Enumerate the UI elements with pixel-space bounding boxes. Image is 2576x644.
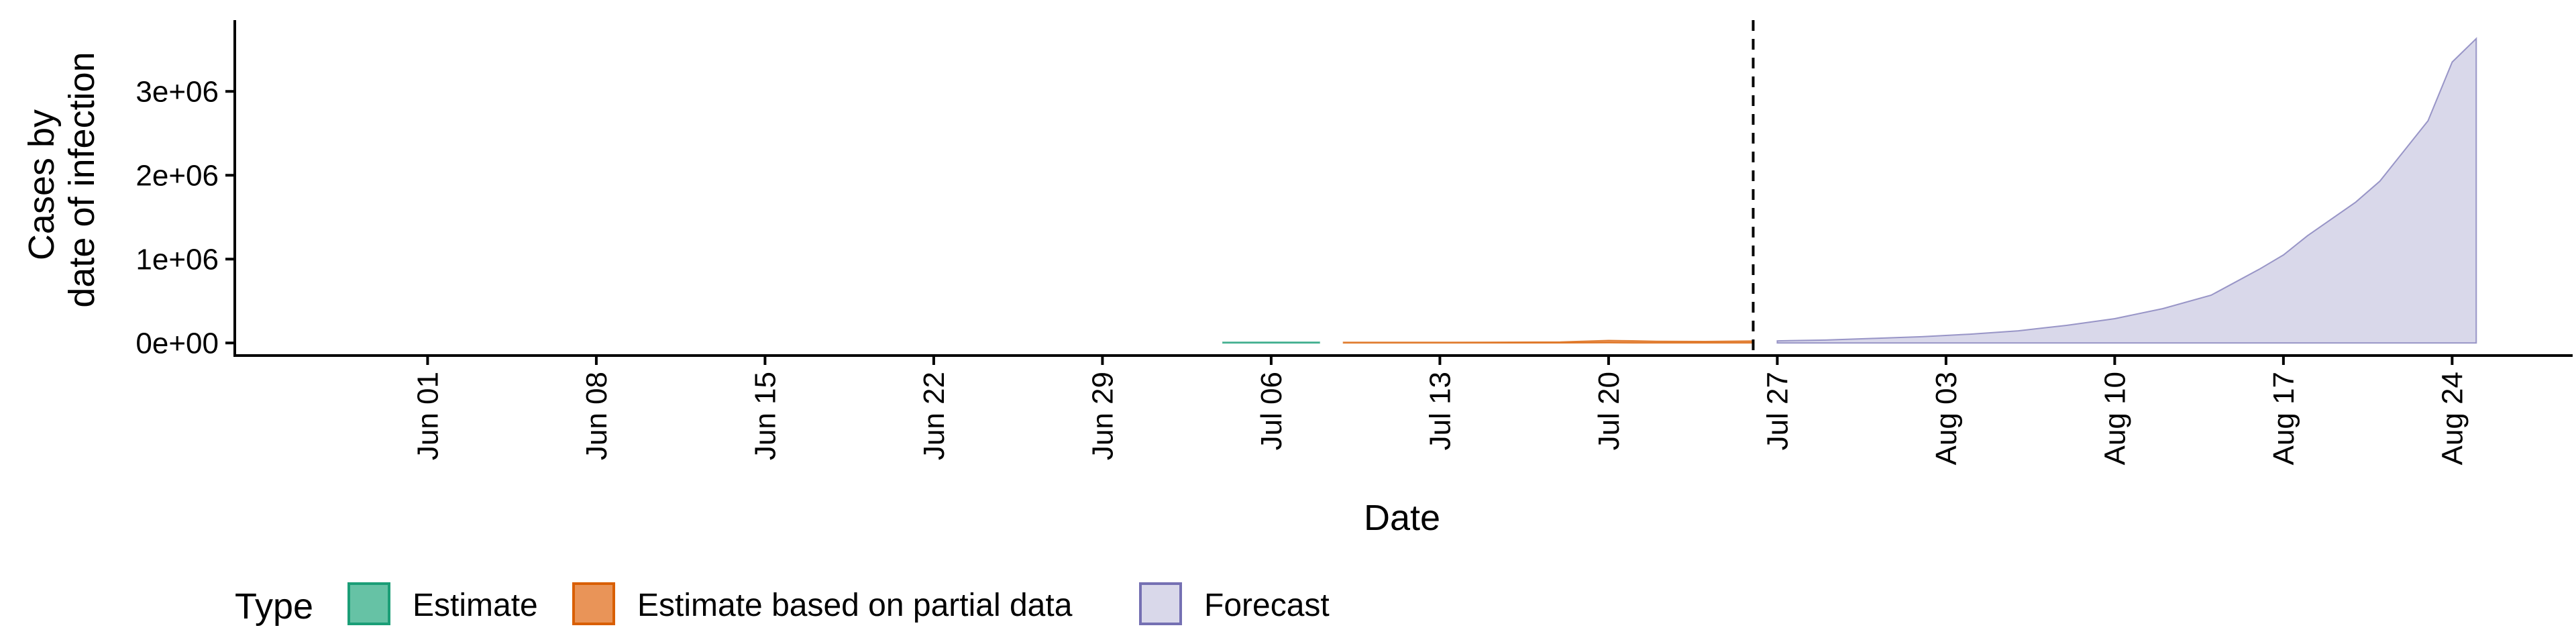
x-tick-label: Jul 20: [1593, 372, 1625, 450]
legend-key-partial-data: [572, 582, 615, 625]
y-axis-title-line-2: date of infection: [62, 52, 102, 307]
legend-key-estimate: [347, 582, 390, 625]
x-axis-title: Date: [1364, 498, 1440, 538]
x-tick-label: Jun 01: [411, 372, 444, 460]
y-tick-label: 1e+06: [136, 243, 219, 276]
y-axis-ticks: 0e+00 1e+06 2e+06 3e+06: [136, 75, 235, 360]
x-tick-label: Jul 06: [1255, 372, 1288, 450]
series-area-estimate-based-on-partial-data: [1342, 339, 1754, 344]
legend-key-forecast: [1139, 582, 1182, 625]
x-tick-label: Aug 03: [1930, 372, 1963, 465]
y-tick-label: 0e+00: [136, 327, 219, 360]
x-tick-label: Jun 22: [918, 372, 951, 460]
y-axis-title: Cases by date of infection: [21, 52, 102, 307]
legend-label-estimate: Estimate: [413, 588, 538, 623]
legend-label-forecast: Forecast: [1204, 588, 1330, 623]
x-tick-label: Aug 17: [2267, 372, 2300, 465]
x-axis-ticks: Jun 01 Jun 08 Jun 15 Jun 22 Jun 29 Jul 06 Jul …: [411, 356, 2469, 465]
x-tick-label: Jun 08: [580, 372, 613, 460]
y-axis-title-line-1: Cases by: [21, 109, 62, 260]
x-tick-label: Aug 10: [2098, 372, 2131, 465]
y-tick-label: 3e+06: [136, 75, 219, 108]
series-area-forecast: [1776, 37, 2477, 344]
x-tick-label: Jun 15: [749, 372, 782, 460]
x-tick-label: Aug 24: [2436, 372, 2469, 465]
legend-title: Type: [235, 586, 313, 627]
legend-label-partial-data: Estimate based on partial data: [637, 588, 1073, 623]
x-tick-label: Jun 29: [1086, 372, 1119, 460]
y-tick-label: 2e+06: [136, 159, 219, 192]
x-tick-label: Jul 13: [1424, 372, 1456, 450]
legend: Type Estimate Estimate based on partial …: [235, 582, 1330, 627]
x-tick-label: Jul 27: [1761, 372, 1794, 450]
series-area-estimate: [1222, 341, 1320, 344]
series-layer: [1222, 37, 2477, 344]
